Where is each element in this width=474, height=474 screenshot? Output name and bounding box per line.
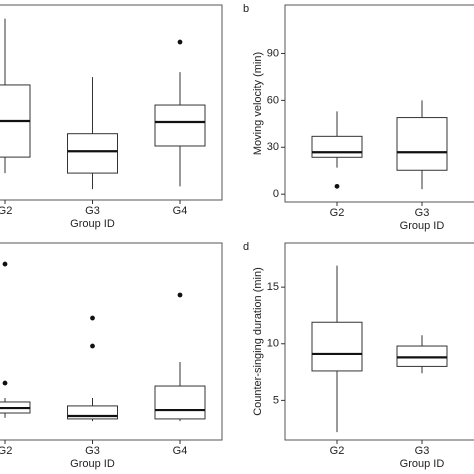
- box: [396, 117, 448, 171]
- box: [154, 385, 206, 420]
- x-tick-label: G4: [173, 445, 188, 457]
- panel-frame: [0, 242, 223, 441]
- outlier: [177, 292, 183, 298]
- y-tick-label: 15: [267, 281, 279, 293]
- outlier: [2, 380, 8, 386]
- box: [311, 321, 363, 372]
- x-tick-label: G4: [173, 205, 188, 217]
- panel-label: d: [243, 241, 249, 253]
- panel-frame: [284, 242, 474, 441]
- y-tick-label: 90: [267, 47, 279, 59]
- outlier: [90, 343, 95, 349]
- x-tick-label: G3: [85, 205, 100, 217]
- x-tick-label: G3: [85, 445, 100, 457]
- box: [396, 345, 448, 367]
- box: [154, 104, 206, 147]
- outlier: [334, 183, 340, 189]
- x-tick-label: G3: [415, 445, 430, 457]
- y-tick-label: 10: [267, 338, 279, 350]
- x-axis-label: Group ID: [400, 458, 445, 470]
- y-tick-label: 60: [267, 94, 279, 106]
- y-tick-label: 5: [273, 394, 279, 406]
- y-axis-label: Moving velocity (min): [252, 52, 264, 155]
- x-axis-label: Group ID: [400, 220, 445, 232]
- box: [67, 133, 118, 174]
- outlier: [177, 39, 183, 45]
- outlier: [90, 315, 95, 321]
- panel-label: b: [243, 3, 249, 15]
- y-axis-label: Counter-singing duration (min): [252, 267, 264, 416]
- x-axis-label: Group ID: [70, 458, 115, 470]
- x-tick-label: G2: [330, 445, 345, 457]
- x-tick-label: G2: [0, 205, 12, 217]
- y-tick-label: 0: [273, 188, 279, 200]
- x-tick-label: G2: [0, 445, 12, 457]
- panel-frame: [0, 4, 223, 201]
- x-axis-label: Group ID: [70, 218, 115, 230]
- y-tick-label: 30: [267, 141, 279, 153]
- box: [311, 135, 363, 158]
- x-tick-label: G2: [330, 207, 345, 219]
- panel-frame: [284, 4, 474, 203]
- outlier: [2, 261, 8, 267]
- x-tick-label: G3: [415, 207, 430, 219]
